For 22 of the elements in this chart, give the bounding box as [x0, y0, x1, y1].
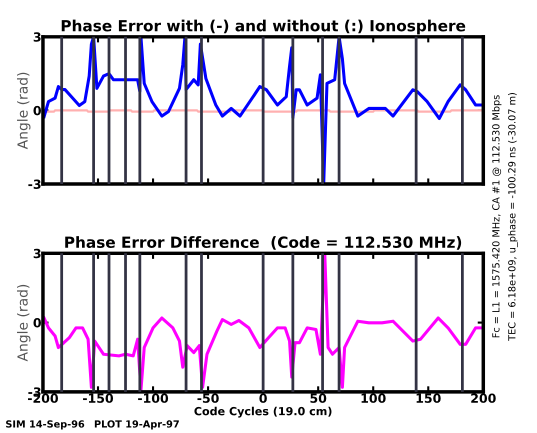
x-tick-label: -50	[197, 393, 219, 403]
y-tick-label: 0	[33, 318, 41, 328]
y-axis-title: Angle (rad)	[17, 284, 30, 362]
x-tick-label: -100	[138, 393, 168, 403]
x-tick-label: 100	[362, 393, 386, 403]
x-tick-label: 150	[416, 393, 441, 403]
y-axis-title: Angle (rad)	[17, 72, 30, 150]
text: SIM 14-Sep-96	[6, 420, 84, 430]
x-tick-label: 200	[471, 393, 496, 403]
y-tick-label: 3	[34, 32, 41, 42]
y-tick-label: -3	[28, 179, 41, 189]
x-tick-label: 0	[259, 393, 267, 403]
x-axis-title: Code Cycles (19.0 cm)	[194, 406, 332, 418]
y-tick-label: 0	[33, 106, 41, 116]
x-tick-label: -150	[83, 393, 114, 403]
y-tick-label: 3	[34, 248, 41, 258]
text: PLOT 19-Apr-97	[94, 420, 179, 430]
text: TEC = 6.18e+09, u_phase = -100.29 ns (-30.07 m)	[508, 93, 518, 341]
chart-title: Phase Error Difference (Code = 112.530 MHz)	[65, 236, 462, 250]
text: Fc = L1 = 1575.420 MHz, CA #1 @ 112.530 Mbps	[492, 95, 502, 338]
chart-title: Phase Error with (-) and without (:) Ionosphere	[62, 20, 466, 34]
x-tick-label: 50	[310, 393, 326, 403]
